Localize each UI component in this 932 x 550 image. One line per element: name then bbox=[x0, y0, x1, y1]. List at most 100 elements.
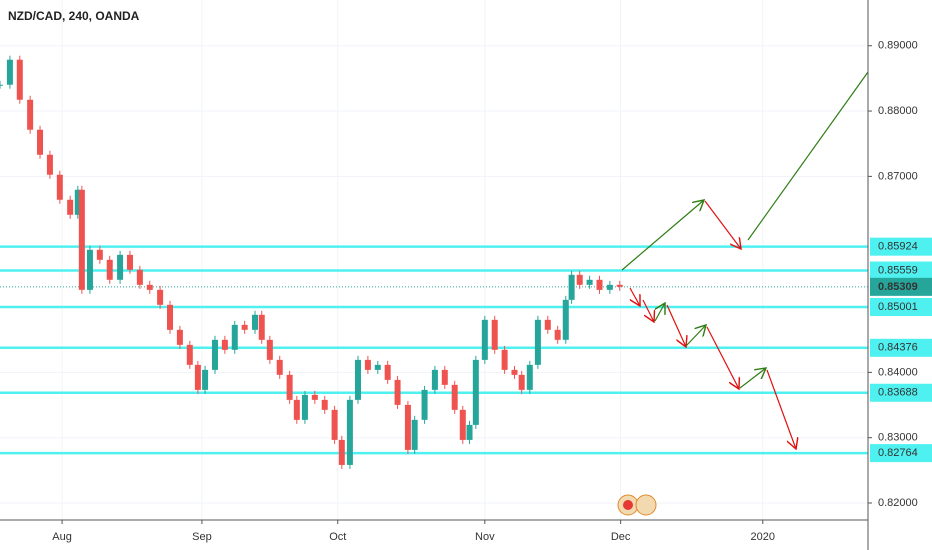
level-label: 0.85559 bbox=[878, 264, 918, 276]
level-label: 0.83688 bbox=[878, 387, 918, 399]
candle bbox=[136, 269, 143, 285]
candle bbox=[459, 409, 466, 440]
arrow bbox=[704, 200, 741, 249]
candle bbox=[411, 419, 418, 450]
candle bbox=[221, 339, 228, 350]
candle bbox=[211, 339, 218, 370]
drawn-arrows bbox=[621, 71, 869, 449]
candle bbox=[616, 284, 623, 287]
candle bbox=[606, 284, 613, 290]
x-tick-label: Sep bbox=[192, 531, 212, 543]
candle bbox=[576, 274, 583, 285]
candle bbox=[117, 254, 124, 280]
last-price-label: 0.85309 bbox=[878, 281, 918, 293]
level-label-box bbox=[870, 261, 932, 280]
candle bbox=[146, 284, 153, 290]
candle bbox=[466, 424, 473, 440]
candle bbox=[56, 174, 63, 200]
candle bbox=[384, 364, 391, 380]
candle bbox=[562, 299, 569, 340]
arrow bbox=[629, 287, 640, 306]
candle bbox=[346, 399, 353, 465]
candle bbox=[27, 99, 34, 130]
candle bbox=[167, 304, 174, 330]
last-price-box bbox=[870, 277, 932, 296]
x-tick-label: Aug bbox=[52, 531, 72, 543]
candle bbox=[266, 339, 273, 360]
candle bbox=[568, 274, 575, 300]
x-tick-label: Oct bbox=[329, 531, 346, 543]
candle bbox=[96, 249, 103, 260]
level-label-box bbox=[870, 237, 932, 256]
level-label-box bbox=[870, 444, 932, 463]
candle bbox=[338, 439, 345, 465]
candle bbox=[544, 319, 551, 330]
candle bbox=[554, 329, 561, 340]
candle bbox=[586, 279, 593, 285]
y-tick-label: 0.89000 bbox=[878, 40, 918, 52]
arrow bbox=[654, 303, 665, 322]
arrow bbox=[621, 200, 704, 271]
candle bbox=[421, 389, 428, 420]
candle bbox=[0, 84, 3, 86]
candle bbox=[431, 369, 438, 390]
level-label: 0.82764 bbox=[878, 447, 918, 459]
y-tick-label: 0.82000 bbox=[878, 497, 918, 509]
candle bbox=[374, 364, 381, 370]
chart-title: NZD/CAD, 240, OANDA bbox=[8, 9, 140, 23]
candle bbox=[451, 384, 458, 410]
candle bbox=[231, 324, 238, 350]
candle bbox=[404, 404, 411, 450]
x-tick-label: 2020 bbox=[751, 531, 775, 543]
candle bbox=[394, 379, 401, 405]
level-label: 0.85001 bbox=[878, 301, 918, 313]
candle bbox=[518, 374, 525, 390]
icon bbox=[635, 494, 657, 516]
candle bbox=[6, 59, 13, 85]
candle bbox=[511, 369, 518, 375]
x-tick-label: Nov bbox=[475, 531, 495, 543]
candle bbox=[472, 359, 479, 425]
arrow bbox=[706, 326, 739, 389]
candle bbox=[176, 329, 183, 345]
candle bbox=[481, 319, 488, 360]
candle bbox=[301, 394, 308, 420]
candle bbox=[258, 314, 265, 340]
y-tick-label: 0.84000 bbox=[878, 366, 918, 378]
candle bbox=[364, 359, 371, 370]
candle bbox=[74, 189, 81, 215]
candle bbox=[126, 254, 133, 270]
candle bbox=[16, 59, 23, 100]
arrow bbox=[747, 71, 869, 241]
candle bbox=[501, 349, 508, 370]
candle bbox=[37, 129, 44, 155]
y-tick-label: 0.83000 bbox=[878, 432, 918, 444]
candle bbox=[78, 189, 85, 290]
candle bbox=[106, 259, 113, 280]
level-label-box bbox=[870, 338, 932, 357]
candle bbox=[194, 364, 201, 390]
level-label: 0.84376 bbox=[878, 342, 918, 354]
candle bbox=[86, 249, 93, 290]
level-label-box bbox=[870, 383, 932, 402]
arrow bbox=[766, 369, 796, 449]
candle bbox=[331, 409, 338, 440]
candle bbox=[67, 199, 74, 215]
candle bbox=[186, 344, 193, 365]
arrow bbox=[685, 325, 706, 347]
arrow bbox=[666, 304, 686, 347]
candle bbox=[46, 154, 53, 175]
y-tick-label: 0.88000 bbox=[878, 105, 918, 117]
candle bbox=[293, 399, 300, 420]
candle bbox=[202, 369, 209, 390]
level-label-box bbox=[870, 297, 932, 316]
candle bbox=[491, 319, 498, 350]
candle bbox=[241, 324, 248, 330]
candle bbox=[321, 399, 328, 410]
y-tick-label: 0.87000 bbox=[878, 170, 918, 182]
candle bbox=[596, 279, 603, 290]
x-tick-label: Dec bbox=[611, 531, 631, 543]
candle bbox=[534, 319, 541, 365]
event-icon[interactable] bbox=[617, 494, 657, 516]
